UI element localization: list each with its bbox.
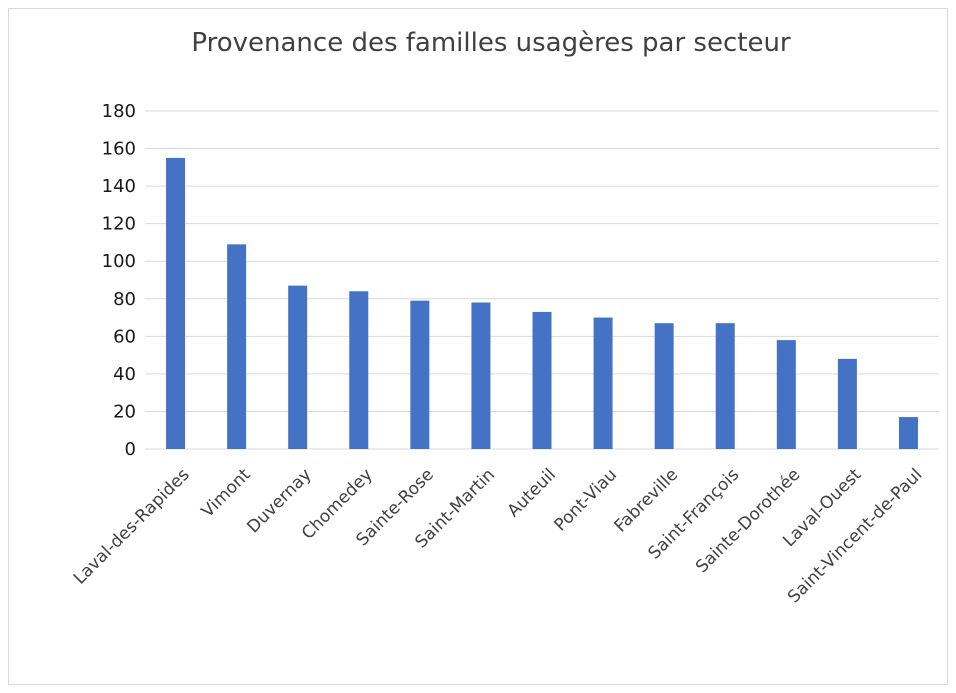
bar xyxy=(654,323,674,449)
y-tick-label: 100 xyxy=(102,251,136,272)
y-axis-ticks: 0 20 40 60 80 100 120 140 160 180 xyxy=(102,101,136,460)
x-category-label: Pont-Viau xyxy=(551,465,622,536)
x-category-label: Vimont xyxy=(198,465,255,522)
y-tick-label: 0 xyxy=(125,439,136,460)
y-tick-label: 180 xyxy=(102,101,136,122)
bar xyxy=(471,302,491,449)
chart-title: Provenance des familles usagères par sec… xyxy=(191,28,791,58)
bar xyxy=(349,291,369,449)
y-tick-label: 160 xyxy=(102,139,136,160)
gridlines xyxy=(145,110,939,450)
y-tick-label: 60 xyxy=(113,326,136,347)
bar xyxy=(776,340,796,449)
bar-chart: Provenance des familles usagères par sec… xyxy=(70,28,939,608)
bar xyxy=(715,323,735,449)
chart-container: Provenance des familles usagères par sec… xyxy=(8,8,948,685)
x-category-label: Auteuil xyxy=(504,465,560,521)
bars xyxy=(166,157,918,449)
bar xyxy=(288,285,308,449)
bar xyxy=(227,244,247,449)
x-axis-labels: Laval-des-Rapides VimontDuvernayChomedeyS… xyxy=(70,465,927,608)
y-tick-label: 80 xyxy=(113,289,136,310)
y-tick-label: 40 xyxy=(113,364,136,385)
x-category-label: Laval-des-Rapides xyxy=(70,465,194,589)
y-tick-label: 140 xyxy=(102,176,136,197)
bar xyxy=(593,317,613,449)
bar xyxy=(532,311,552,449)
bar xyxy=(410,300,430,449)
bar xyxy=(166,157,186,449)
bar xyxy=(898,417,918,449)
y-tick-label: 120 xyxy=(102,214,136,235)
x-category-label: Sainte-Dorothée xyxy=(692,465,804,577)
y-tick-label: 20 xyxy=(113,401,136,422)
bar xyxy=(837,358,857,449)
